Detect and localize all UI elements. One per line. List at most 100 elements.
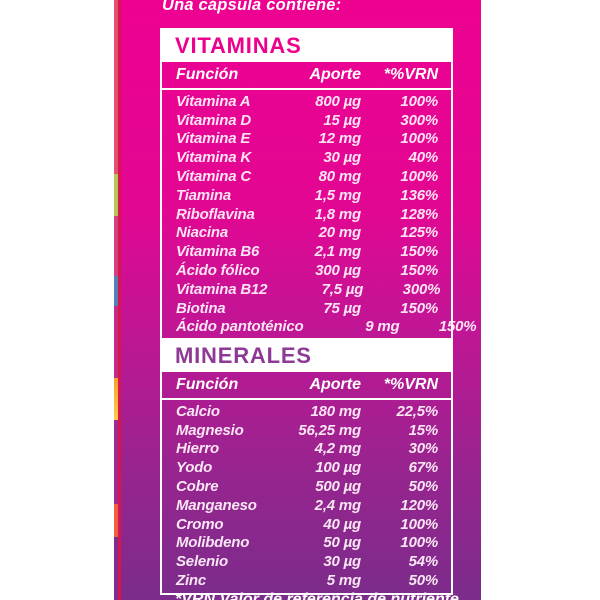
row-vrn: 300% bbox=[400, 111, 438, 129]
row-vrn: 30% bbox=[408, 440, 439, 458]
table-row: Vitamina C 80 mg 100% bbox=[162, 167, 451, 186]
row-amount: 80 mg bbox=[318, 168, 362, 186]
table-row: Biotina 75 µg 150% bbox=[162, 299, 451, 318]
column-header-funcion: Función bbox=[176, 376, 239, 393]
row-nutrient: Ácido pantoténico bbox=[176, 318, 304, 336]
row-amount: 7,5 µg bbox=[321, 280, 364, 298]
row-vrn: 128% bbox=[400, 205, 438, 223]
row-vrn: 100% bbox=[400, 130, 438, 148]
column-header-vrn: *%VRN bbox=[383, 66, 438, 83]
row-amount: 56,25 mg bbox=[298, 421, 361, 439]
row-vrn: 15% bbox=[408, 421, 439, 439]
table-row: Selenio 30 µg 54% bbox=[162, 552, 451, 571]
row-vrn: 120% bbox=[400, 496, 438, 514]
row-amount: 1,5 mg bbox=[314, 186, 362, 204]
vitamins-title: VITAMINAS bbox=[175, 33, 302, 58]
minerals-table: MINERALES Función Aporte *%VRN Calcio 180… bbox=[160, 338, 453, 595]
table-row: Vitamina D 15 µg 300% bbox=[162, 111, 451, 130]
row-nutrient: Riboflavina bbox=[176, 205, 255, 223]
row-nutrient: Biotina bbox=[176, 299, 226, 317]
column-header-aporte: Aporte bbox=[309, 66, 361, 83]
row-vrn: 150% bbox=[438, 318, 477, 336]
row-amount: 2,1 mg bbox=[314, 243, 362, 261]
table-row: Molibdeno 50 µg 100% bbox=[162, 534, 451, 553]
row-vrn: 125% bbox=[400, 224, 438, 242]
row-nutrient: Hierro bbox=[176, 440, 219, 458]
table-row: Cobre 500 µg 50% bbox=[162, 477, 451, 496]
row-amount: 9 mg bbox=[365, 318, 400, 336]
row-nutrient: Vitamina E bbox=[176, 130, 251, 148]
row-vrn: 100% bbox=[400, 534, 438, 552]
row-amount: 2,4 mg bbox=[314, 496, 362, 514]
row-amount: 20 mg bbox=[318, 224, 362, 242]
row-vrn: 100% bbox=[400, 92, 438, 110]
row-vrn: 22,5% bbox=[396, 402, 438, 420]
table-row: Cromo 40 µg 100% bbox=[162, 515, 451, 534]
package-edge-red-line bbox=[118, 0, 121, 600]
row-vrn: 300% bbox=[402, 280, 441, 298]
vitamins-rows: Vitamina A 800 µg 100% Vitamina D 15 µg 300% V… bbox=[162, 90, 477, 339]
row-vrn: 150% bbox=[400, 299, 438, 317]
row-amount: 5 mg bbox=[326, 572, 361, 590]
row-amount: 100 µg bbox=[315, 459, 361, 477]
minerals-title-bar: MINERALES bbox=[162, 340, 451, 372]
table-row: Calcio 180 mg 22,5% bbox=[162, 402, 451, 421]
table-row: Vitamina B6 2,1 mg 150% bbox=[162, 242, 451, 261]
table-row: Niacina 20 mg 125% bbox=[162, 224, 451, 243]
row-vrn: 67% bbox=[408, 459, 439, 477]
row-nutrient: Vitamina B6 bbox=[176, 243, 260, 261]
row-vrn: 50% bbox=[408, 478, 439, 496]
vrn-footnote: *VRN Valor de referencia de nutriente bbox=[175, 591, 459, 600]
row-amount: 1,8 mg bbox=[314, 205, 362, 223]
row-amount: 12 mg bbox=[318, 130, 362, 148]
row-amount: 30 µg bbox=[323, 149, 361, 167]
serving-statement: Una cápsula contiene: bbox=[162, 0, 342, 14]
row-vrn: 150% bbox=[400, 243, 438, 261]
row-amount: 300 µg bbox=[315, 262, 361, 280]
row-nutrient: Magnesio bbox=[176, 421, 244, 439]
row-amount: 4,2 mg bbox=[314, 440, 362, 458]
row-amount: 30 µg bbox=[323, 553, 361, 571]
row-nutrient: Cobre bbox=[176, 478, 219, 496]
row-amount: 50 µg bbox=[323, 534, 361, 552]
table-row: Tiamina 1,5 mg 136% bbox=[162, 186, 451, 205]
row-nutrient: Manganeso bbox=[176, 496, 257, 514]
table-row: Vitamina A 800 µg 100% bbox=[162, 92, 451, 111]
minerals-title: MINERALES bbox=[175, 343, 312, 368]
row-nutrient: Yodo bbox=[176, 459, 213, 477]
row-vrn: 100% bbox=[400, 168, 438, 186]
row-vrn: 40% bbox=[408, 149, 439, 167]
label-panel: Una cápsula contiene: VITAMINAS Función … bbox=[121, 0, 481, 600]
column-header-vrn: *%VRN bbox=[383, 376, 438, 393]
table-row: Zinc 5 mg 50% bbox=[162, 571, 451, 590]
row-vrn: 50% bbox=[408, 572, 439, 590]
table-row: Ácido fólico 300 µg 150% bbox=[162, 261, 451, 280]
row-nutrient: Vitamina D bbox=[176, 111, 251, 129]
minerals-header-row: Función Aporte *%VRN bbox=[162, 372, 451, 400]
row-amount: 180 mg bbox=[310, 402, 362, 420]
row-nutrient: Vitamina C bbox=[176, 168, 251, 186]
row-amount: 75 µg bbox=[323, 299, 361, 317]
row-nutrient: Cromo bbox=[176, 515, 224, 533]
row-amount: 800 µg bbox=[315, 92, 361, 110]
row-nutrient: Calcio bbox=[176, 402, 220, 420]
table-row: Manganeso 2,4 mg 120% bbox=[162, 496, 451, 515]
row-nutrient: Vitamina B12 bbox=[176, 280, 268, 298]
row-nutrient: Vitamina K bbox=[176, 149, 251, 167]
row-vrn: 54% bbox=[408, 553, 439, 571]
row-amount: 500 µg bbox=[315, 478, 361, 496]
row-nutrient: Niacina bbox=[176, 224, 228, 242]
column-header-funcion: Función bbox=[176, 66, 239, 83]
table-row: Magnesio 56,25 mg 15% bbox=[162, 421, 451, 440]
row-nutrient: Ácido fólico bbox=[176, 262, 260, 280]
minerals-rows: Calcio 180 mg 22,5% Magnesio 56,25 mg 15% Hier… bbox=[162, 400, 451, 593]
table-row: Yodo 100 µg 67% bbox=[162, 458, 451, 477]
column-header-aporte: Aporte bbox=[309, 376, 361, 393]
vitamins-table: VITAMINAS Función Aporte *%VRN Vitamina … bbox=[160, 28, 477, 342]
vitamins-title-bar: VITAMINAS bbox=[162, 30, 451, 62]
row-nutrient: Molibdeno bbox=[176, 534, 250, 552]
row-nutrient: Zinc bbox=[176, 572, 207, 590]
row-vrn: 136% bbox=[400, 186, 438, 204]
row-amount: 40 µg bbox=[323, 515, 361, 533]
